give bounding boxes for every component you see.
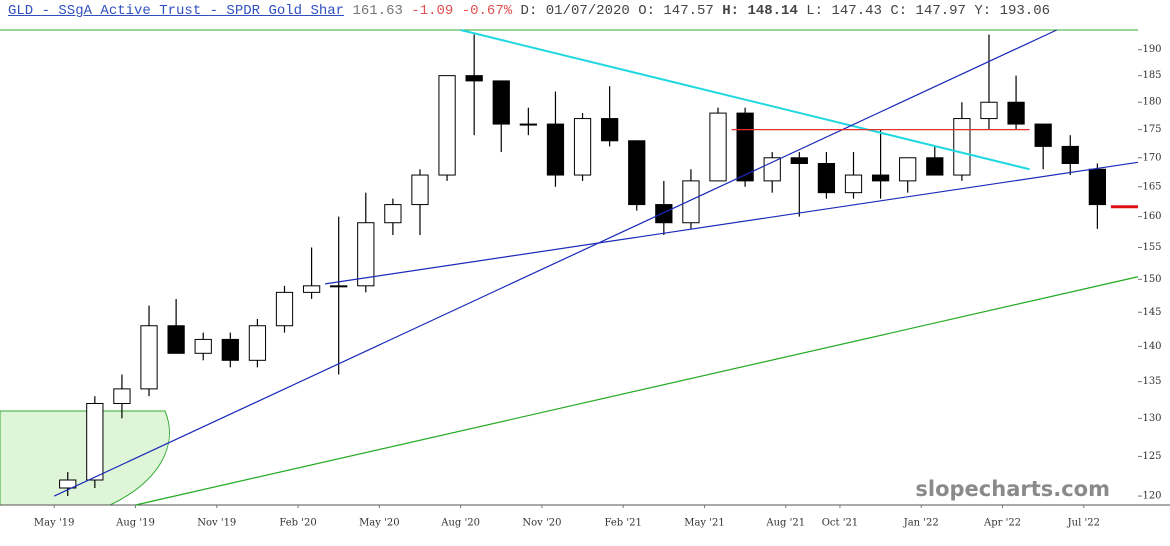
x-tick-label: May '21 xyxy=(684,518,725,529)
candle-body xyxy=(221,338,239,361)
candle-body xyxy=(655,204,673,224)
candle-body xyxy=(1007,101,1025,125)
trend-line xyxy=(325,161,1139,285)
candle-body xyxy=(465,75,483,82)
x-tick-label: Aug '19 xyxy=(115,518,155,529)
field-value: 147.43 xyxy=(831,3,882,19)
watermark: slopecharts.com xyxy=(915,477,1110,501)
candle-body xyxy=(86,402,104,481)
y-tick-label: 190 xyxy=(1142,44,1161,55)
candle-body xyxy=(817,162,836,194)
y-tick-label: 180 xyxy=(1142,97,1161,108)
x-tick-label: Feb '21 xyxy=(605,518,642,529)
candle-body xyxy=(330,285,348,288)
y-tick-label: 165 xyxy=(1142,181,1161,192)
change-pct: -0.67% xyxy=(461,3,513,19)
candle-body xyxy=(573,118,592,176)
trend-line xyxy=(53,29,1057,497)
candle-body xyxy=(438,75,456,176)
fields: D: 01/07/2020 O: 147.57 H: 148.14 L: 147… xyxy=(512,3,1050,19)
symbol[interactable]: GLD - SSgA Active Trust - SPDR Gold Shar xyxy=(8,3,345,19)
change: -1.09 xyxy=(411,3,454,19)
x-tick-label: May '20 xyxy=(359,518,400,529)
candle-body xyxy=(601,118,619,142)
candle-body xyxy=(275,291,294,327)
x-tick-label: Nov '20 xyxy=(522,518,561,529)
candle-body xyxy=(519,123,537,126)
candle-body xyxy=(546,123,565,176)
y-tick-label: 120 xyxy=(1142,491,1161,502)
x-tick-label: Jan '22 xyxy=(903,518,939,529)
candle-body xyxy=(113,388,131,404)
header: GLD - SSgA Active Trust - SPDR Gold Shar… xyxy=(8,3,1050,19)
x-tick-label: Aug '20 xyxy=(440,518,480,529)
x-tick-label: Nov '19 xyxy=(197,518,236,529)
field-value: 147.57 xyxy=(663,3,714,19)
candle-body xyxy=(59,479,77,489)
x-tick-label: May '19 xyxy=(34,518,75,529)
candle-body xyxy=(140,325,158,390)
field-value: 01/07/2020 xyxy=(545,3,630,19)
x-tick-label: Feb '20 xyxy=(279,518,316,529)
candle-body xyxy=(411,174,429,206)
y-tick-label: 170 xyxy=(1142,152,1161,163)
x-tick-label: Jul '22 xyxy=(1067,518,1100,529)
candle-body xyxy=(384,204,402,224)
candle-body xyxy=(871,174,890,182)
trend-line xyxy=(135,276,1139,506)
candle-body xyxy=(709,112,727,182)
candle-body xyxy=(790,157,808,164)
candle-body xyxy=(736,112,754,182)
x-tick-label: Aug '21 xyxy=(765,518,805,529)
y-tick-label: 125 xyxy=(1142,451,1161,462)
candle-body xyxy=(1088,168,1106,206)
y-tick-label: 185 xyxy=(1142,70,1161,81)
candle-body xyxy=(248,325,267,361)
candle-body xyxy=(926,157,944,176)
candle-body xyxy=(844,174,863,194)
y-tick-label: 175 xyxy=(1142,124,1161,135)
candle-body xyxy=(763,157,781,182)
y-tick-label: 160 xyxy=(1142,211,1161,222)
price: 161.63 xyxy=(352,3,403,19)
y-tick-label: 135 xyxy=(1142,376,1161,387)
shaded-region xyxy=(0,410,170,506)
candle-body xyxy=(1061,145,1079,164)
field-label: D: xyxy=(520,3,538,19)
field-label: H: xyxy=(722,3,740,19)
field-label: C: xyxy=(890,3,908,19)
candle-body xyxy=(194,338,212,354)
candle-body xyxy=(682,180,700,224)
y-tick-label: 140 xyxy=(1142,341,1161,352)
candle-body xyxy=(167,325,185,354)
candle-body xyxy=(953,118,971,176)
y-tick-label: 145 xyxy=(1142,307,1161,318)
y-tick-label: 130 xyxy=(1142,413,1161,424)
trend-line xyxy=(460,29,1030,171)
field-label: Y: xyxy=(974,3,992,19)
field-value: 148.14 xyxy=(747,3,798,19)
candle-body xyxy=(1034,123,1052,147)
x-tick-label: Apr '22 xyxy=(983,518,1021,529)
x-tick-label: Oct '21 xyxy=(822,518,858,529)
y-tick-label: 155 xyxy=(1142,242,1161,253)
field-value: 147.97 xyxy=(915,3,966,19)
candle-body xyxy=(899,157,917,182)
candle-body xyxy=(357,222,375,287)
field-label: L: xyxy=(806,3,824,19)
y-tick-label: 150 xyxy=(1142,274,1161,285)
candle-body xyxy=(628,140,646,206)
candle-body xyxy=(980,101,998,120)
candle-body xyxy=(492,80,510,125)
field-value: 193.06 xyxy=(999,3,1051,19)
candle-body xyxy=(302,285,321,293)
field-label: O: xyxy=(638,3,655,19)
